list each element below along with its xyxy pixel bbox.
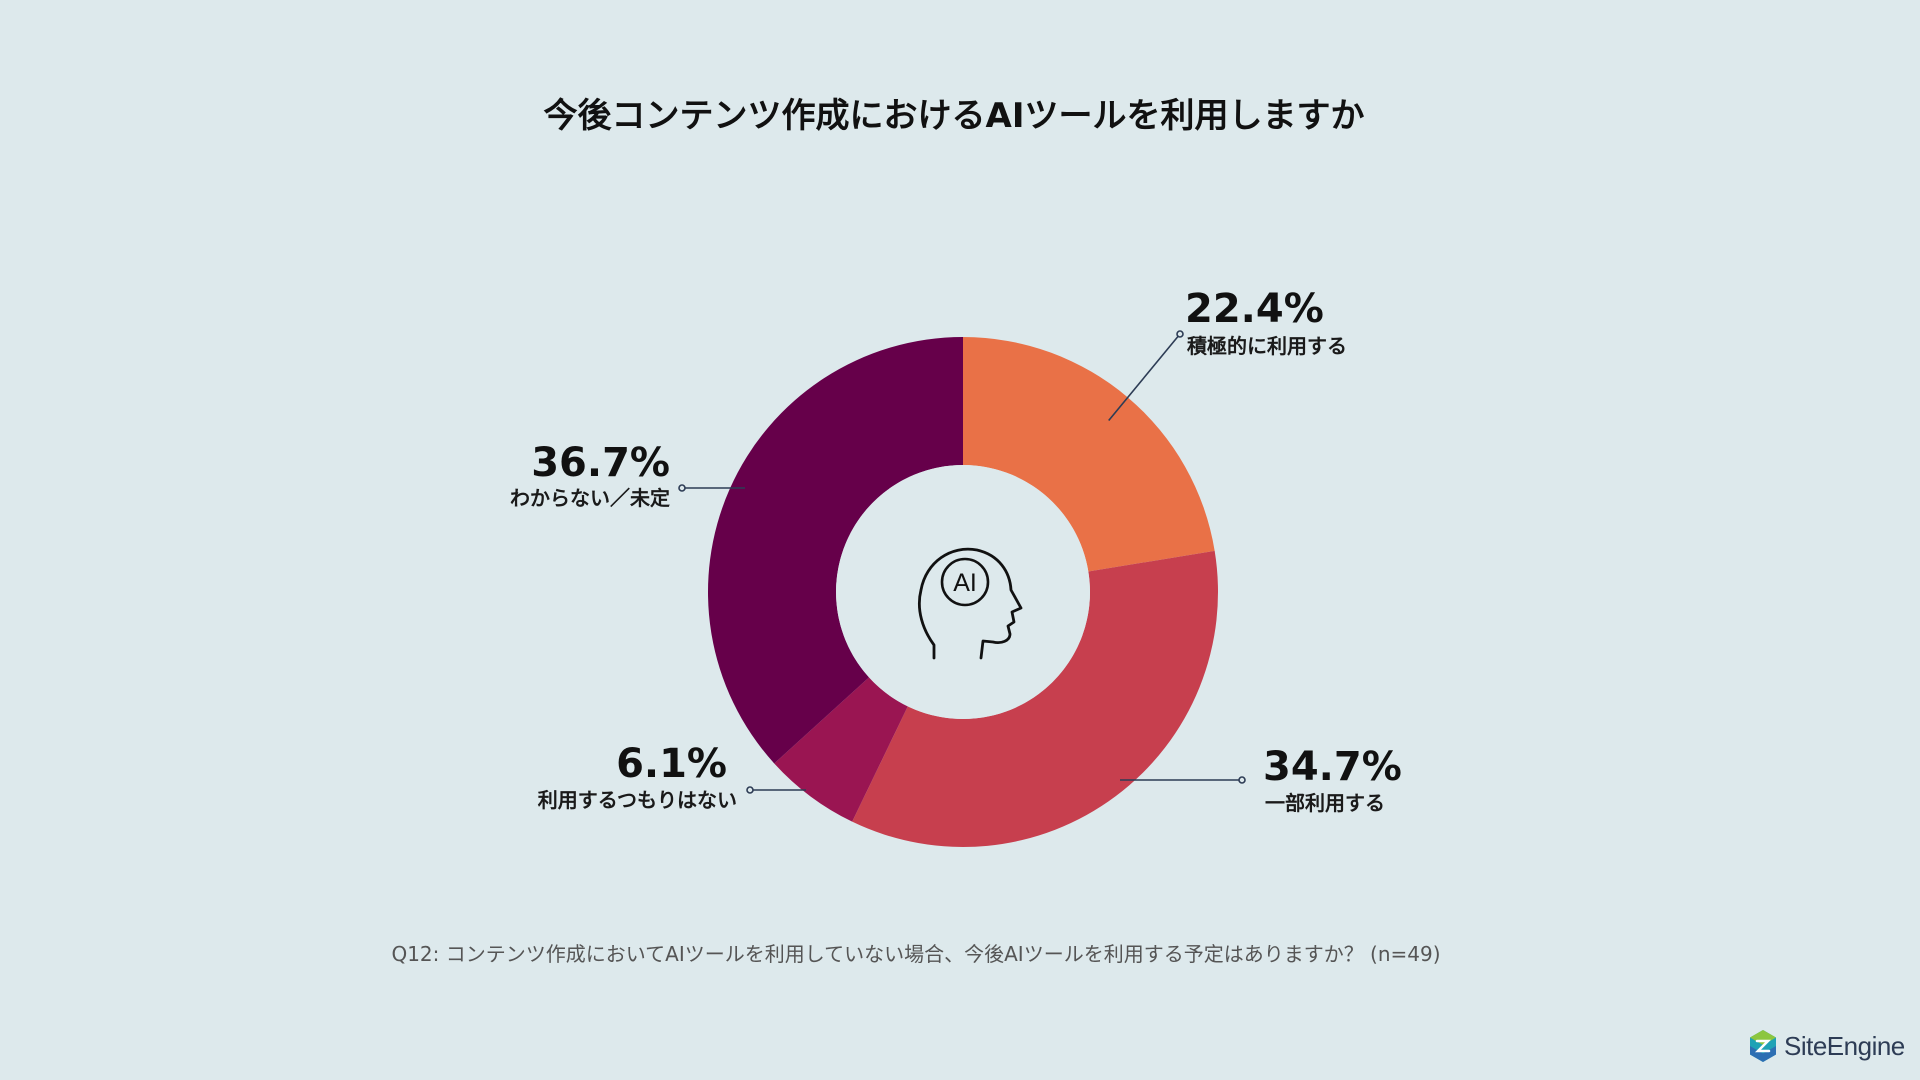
logo-text: SiteEngine: [1784, 1030, 1905, 1061]
leader-dot: [1176, 330, 1184, 338]
leader-line: [1108, 333, 1181, 422]
callout-1: 22.4%積極的に利用する: [1108, 286, 1347, 422]
donut-hole: [836, 465, 1090, 719]
donut-slice-4: [708, 337, 963, 764]
donut-slice-3: [774, 677, 908, 822]
category-label: わからない／未定: [510, 486, 670, 510]
donut-slice-2: [852, 550, 1218, 848]
category-label: 積極的に利用する: [1187, 334, 1347, 358]
value-label: 22.4%: [1185, 286, 1324, 332]
callout-3: 6.1%利用するつもりはない: [538, 741, 806, 812]
svg-text:AI: AI: [953, 569, 977, 597]
leader-dot: [746, 786, 754, 794]
value-label: 6.1%: [616, 741, 727, 787]
siteengine-logo-icon: [1750, 1030, 1776, 1062]
callout-2: 34.7%一部利用する: [1120, 744, 1402, 815]
callout-4: 36.7%わからない／未定: [510, 440, 745, 510]
value-label: 34.7%: [1263, 744, 1402, 790]
chart-title: 今後コンテンツ作成におけるAIツールを利用しますか: [543, 96, 1365, 136]
category-label: 利用するつもりはない: [538, 788, 737, 812]
ai-head-icon: AI: [917, 547, 1023, 660]
leader-dot: [1238, 776, 1246, 784]
siteengine-logo: SiteEngine: [1748, 1026, 1905, 1066]
donut-slice-1: [963, 337, 1215, 572]
footnote: Q12: コンテンツ作成においてAIツールを利用していない場合、今後AIツールを…: [391, 942, 1441, 966]
leader-dot: [678, 484, 686, 492]
value-label: 36.7%: [531, 440, 670, 486]
category-label: 一部利用する: [1265, 791, 1385, 815]
